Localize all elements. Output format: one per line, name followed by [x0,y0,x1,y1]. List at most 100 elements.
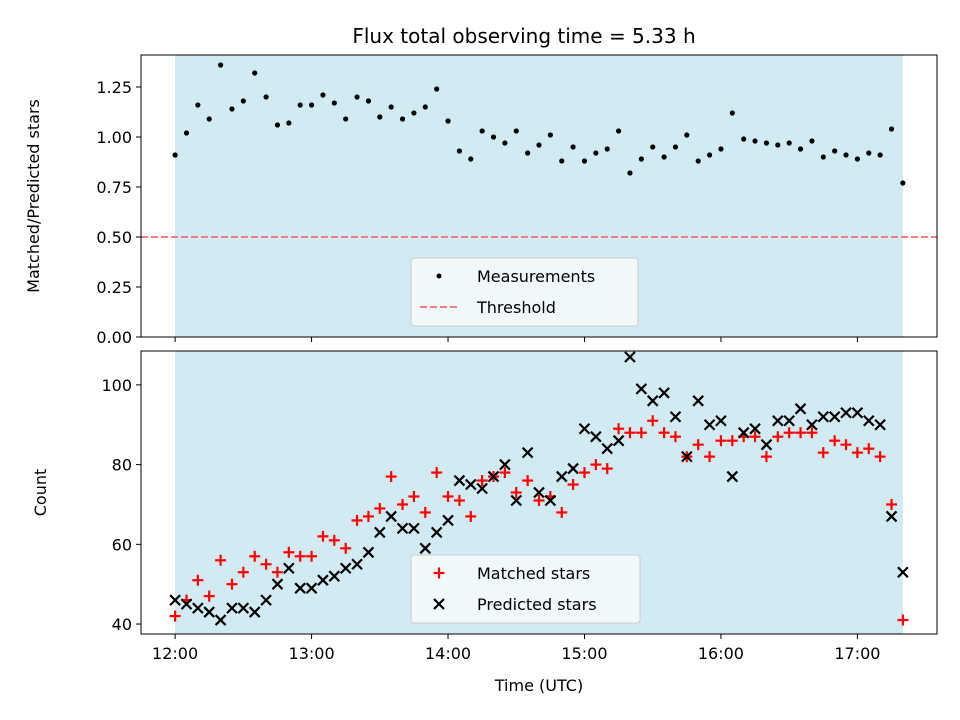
x-tick-label: 15:00 [561,644,607,663]
matched-star-point [317,530,329,542]
measurement-point [456,148,462,154]
predicted-star-point [760,438,773,451]
predicted-star-point [590,430,602,443]
measurement-point [604,146,610,152]
measurement-point [843,152,849,158]
measurement-point [729,110,735,116]
measurement-point [581,158,588,164]
matched-star-point [715,435,727,447]
predicted-star-point [408,522,420,535]
measurement-point [854,156,861,162]
legend-matched-stars-marker [433,567,445,579]
predicted-star-point [555,470,568,483]
bottom-legend-box [410,554,641,624]
measurement-point [570,144,576,150]
legend-measurements-label: Measurements [477,267,595,286]
measurement-point [308,102,315,108]
measurement-point [343,116,349,122]
predicted-star-point [374,526,386,539]
predicted-star-point [726,470,739,483]
predicted-star-point [624,351,636,363]
predicted-star-point [544,494,557,507]
measurement-point [877,152,883,158]
measurement-point [365,98,372,104]
predicted-star-point [646,395,659,407]
y-tick-label: 60 [112,535,132,554]
measurement-point [240,98,246,104]
predicted-star-point [612,434,625,447]
matched-star-point [328,534,340,546]
bottom-legend: Matched stars Predicted stars [410,554,641,624]
predicted-star-point [226,602,238,614]
predicted-star-point [271,578,284,590]
measurement-point [468,156,474,162]
matched-star-point [522,475,534,487]
predicted-star-point [533,486,545,499]
matched-star-point [840,439,852,451]
predicted-star-point [737,426,750,439]
legend-predicted-stars-label: Predicted stars [477,595,597,614]
measurement-point [866,150,872,156]
top-x-ticks [174,337,858,342]
bottom-x-ticks: 12:00 13:00 14:00 15:00 16:00 17:00 [152,634,880,663]
predicted-star-point [521,446,534,459]
predicted-star-point [248,606,261,618]
matched-star-point [442,490,454,502]
predicted-star-point [658,387,670,399]
matched-star-point [397,498,409,510]
measurement-point [490,134,497,140]
measurement-point [547,132,553,138]
matched-star-point [169,610,181,622]
matched-star-point [237,566,249,578]
predicted-star-point [840,407,852,419]
predicted-star-point [214,614,227,626]
y-tick-label: 0.00 [96,328,132,347]
predicted-star-point [885,510,898,523]
y-tick-label: 1.25 [96,78,132,97]
x-tick-label: 17:00 [834,644,880,663]
predicted-star-point [851,407,864,419]
measurement-point [354,94,360,100]
measurement-point [479,128,485,134]
predicted-star-point [351,558,363,571]
measurement-point [593,150,599,156]
measurement-point [331,100,337,106]
measurement-point [183,130,190,136]
matched-star-point [226,578,238,590]
legend-threshold-label: Threshold [476,298,556,317]
measurement-point [752,138,758,144]
measurement-point [263,94,269,100]
matched-star-point [419,506,431,518]
matched-star-point [772,431,784,443]
y-tick-label: 0.75 [96,178,132,197]
measurement-point [888,126,895,132]
matched-star-point [408,490,420,502]
predicted-star-point [874,418,886,431]
matched-star-point [760,451,772,463]
predicted-star-point [578,422,591,435]
matched-star-point [704,451,716,463]
measurement-point [525,150,531,156]
y-tick-label: 0.50 [96,228,132,247]
matched-star-point [817,447,829,459]
predicted-star-point [487,470,500,483]
matched-star-point [499,467,511,479]
measurement-point [638,156,644,162]
measurement-point [797,146,804,152]
measurement-point [377,114,383,120]
matched-star-point [351,514,363,526]
predicted-star-point [305,582,318,594]
x-axis-label: Time (UTC) [494,676,583,695]
matched-star-point [306,550,318,562]
measurement-point [206,116,212,122]
matched-star-point [795,427,807,439]
chart-title: Flux total observing time = 5.33 h [352,24,695,48]
matched-star-point [647,415,659,427]
predicted-star-point [283,562,295,575]
measurement-point [706,152,713,158]
legend-predicted-stars-marker [433,598,445,610]
predicted-star-point [362,546,375,559]
matched-star-point [374,502,386,514]
measurement-point [763,140,770,146]
